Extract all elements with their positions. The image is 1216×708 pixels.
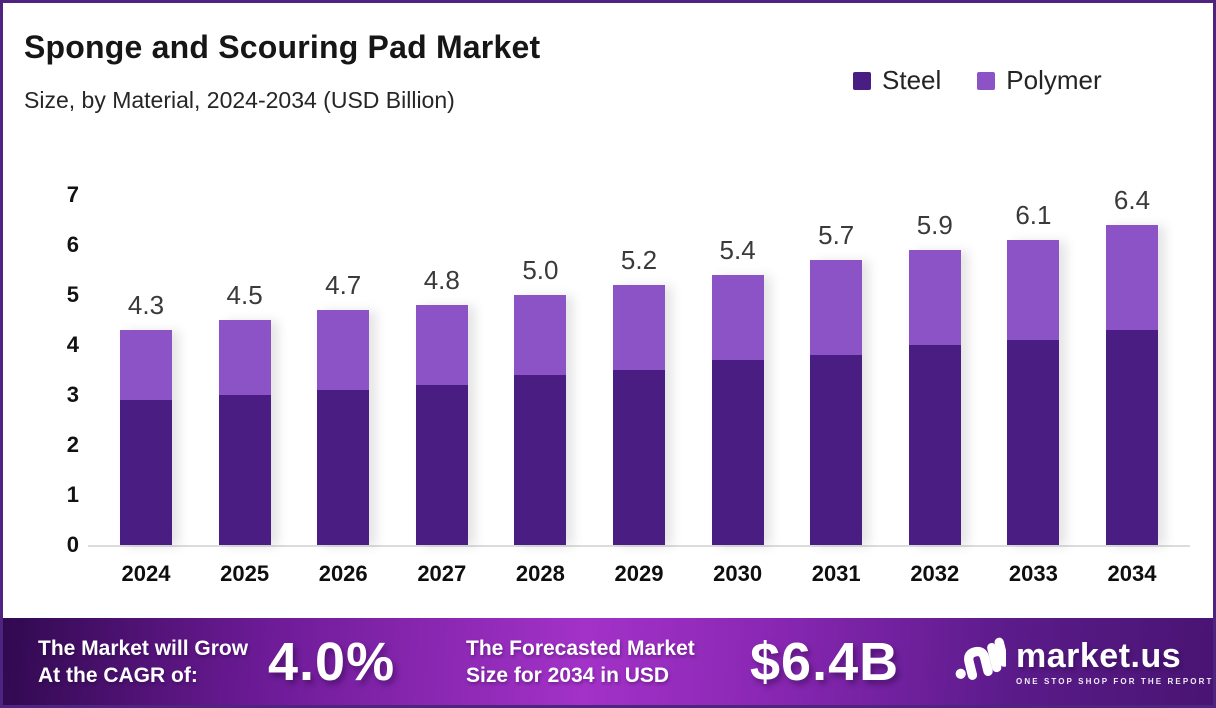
total-label-2033: 6.1	[1015, 200, 1052, 230]
bar-2026	[317, 310, 370, 545]
total-label-2032: 5.9	[916, 210, 953, 240]
steel-segment-2029	[613, 370, 665, 545]
x-axis-label-2034: 2034	[1107, 561, 1157, 586]
steel-segment-2032	[908, 345, 961, 545]
bar-2025	[218, 320, 271, 545]
polymer-segment-2032	[908, 250, 961, 345]
stacked-bar-chart: 0 1 2 3 4 5 6 7 4.3 2024 4.5 2025 4.7 2026 4.8 2027 5.0 2…	[3, 3, 1213, 705]
bar-2030	[711, 275, 764, 545]
x-axis-label-2032: 2032	[910, 561, 960, 586]
x-axis-label-2029: 2029	[614, 561, 664, 586]
legend-item-steel: Steel	[853, 65, 941, 96]
total-label-2031: 5.7	[818, 220, 855, 250]
legend-label-steel: Steel	[882, 65, 942, 95]
x-axis-label-2027: 2027	[417, 561, 467, 586]
total-label-2028: 5.0	[522, 255, 559, 285]
polymer-segment-2027	[415, 305, 468, 385]
polymer-segment-2025	[218, 320, 271, 395]
legend-swatch-polymer	[977, 71, 996, 90]
steel-segment-2027	[415, 385, 468, 545]
total-label-2026: 4.7	[325, 270, 362, 300]
total-label-2024: 4.3	[127, 290, 165, 320]
steel-segment-2033	[1007, 340, 1060, 545]
steel-segment-2031	[810, 355, 863, 545]
steel-segment-2025	[218, 395, 271, 545]
total-label-2029: 5.2	[620, 245, 658, 275]
steel-segment-2034	[1106, 330, 1158, 545]
legend-label-polymer: Polymer	[1006, 65, 1102, 95]
total-label-2025: 4.5	[226, 280, 263, 310]
bar-2024	[120, 330, 172, 545]
y-axis-tick-6: 6	[66, 232, 79, 257]
polymer-segment-2033	[1007, 240, 1060, 340]
logo-text-column: market.us ONE STOP SHOP FOR THE REPORTS	[1016, 636, 1216, 686]
x-axis-label-2026: 2026	[318, 561, 368, 586]
polymer-segment-2031	[810, 260, 863, 355]
bar-2029	[613, 285, 665, 545]
legend-item-polymer: Polymer	[977, 65, 1102, 96]
steel-segment-2026	[317, 390, 370, 545]
y-axis-tick-7: 7	[66, 182, 79, 207]
x-axis-label-2030: 2030	[713, 561, 763, 586]
bar-2034	[1106, 225, 1158, 545]
steel-segment-2024	[120, 400, 172, 545]
marketus-logo-icon	[950, 632, 1009, 691]
y-axis-tick-3: 3	[66, 382, 79, 407]
x-axis-label-2025: 2025	[220, 561, 270, 586]
x-axis-label-2033: 2033	[1008, 561, 1058, 586]
total-label-2030: 5.4	[719, 235, 756, 265]
logo-wordmark: market.us	[1016, 636, 1182, 675]
footer-banner: The Market will Grow At the CAGR of: 4.0…	[3, 618, 1216, 705]
cagr-label-line2: At the CAGR of:	[38, 664, 198, 687]
forecast-label-line1: The Forecasted Market	[466, 637, 695, 660]
polymer-segment-2028	[514, 295, 567, 375]
legend-swatch-steel	[853, 71, 871, 90]
logo-tagline: ONE STOP SHOP FOR THE REPORTS	[1016, 676, 1216, 686]
bar-2033	[1007, 240, 1060, 545]
bar-2027	[415, 305, 468, 545]
y-axis-tick-0: 0	[66, 532, 79, 557]
total-label-2027: 4.8	[423, 265, 460, 295]
polymer-segment-2029	[613, 285, 665, 370]
x-axis-label-2028: 2028	[515, 561, 565, 586]
legend: Steel Polymer	[853, 65, 1102, 96]
steel-segment-2028	[514, 375, 567, 545]
bar-2032	[908, 250, 961, 545]
cagr-label: The Market will Grow At the CAGR of:	[38, 635, 248, 689]
polymer-segment-2026	[317, 310, 370, 390]
page-title: Sponge and Scouring Pad Market	[24, 29, 541, 65]
forecast-value: $6.4B	[750, 632, 900, 692]
forecast-label: The Forecasted Market Size for 2034 in U…	[466, 635, 695, 689]
x-axis-label-2031: 2031	[811, 561, 861, 586]
y-axis-tick-5: 5	[66, 282, 79, 307]
bar-2028	[514, 295, 567, 545]
polymer-segment-2030	[711, 275, 764, 360]
bar-2031	[810, 260, 863, 545]
x-axis-line	[88, 545, 1190, 547]
y-axis-tick-2: 2	[66, 432, 79, 457]
polymer-segment-2024	[120, 330, 172, 400]
cagr-label-line1: The Market will Grow	[38, 637, 249, 660]
total-label-2034: 6.4	[1113, 185, 1151, 215]
y-axis-tick-1: 1	[66, 482, 79, 507]
cagr-value: 4.0%	[268, 632, 396, 692]
page-subtitle: Size, by Material, 2024-2034 (USD Billio…	[24, 87, 455, 113]
marketus-logo: market.us ONE STOP SHOP FOR THE REPORTS	[950, 632, 1216, 691]
steel-segment-2030	[711, 360, 764, 545]
polymer-segment-2034	[1106, 225, 1158, 330]
x-axis-label-2024: 2024	[121, 561, 171, 586]
forecast-label-line2: Size for 2034 in USD	[466, 664, 670, 687]
y-axis-tick-4: 4	[66, 332, 79, 357]
